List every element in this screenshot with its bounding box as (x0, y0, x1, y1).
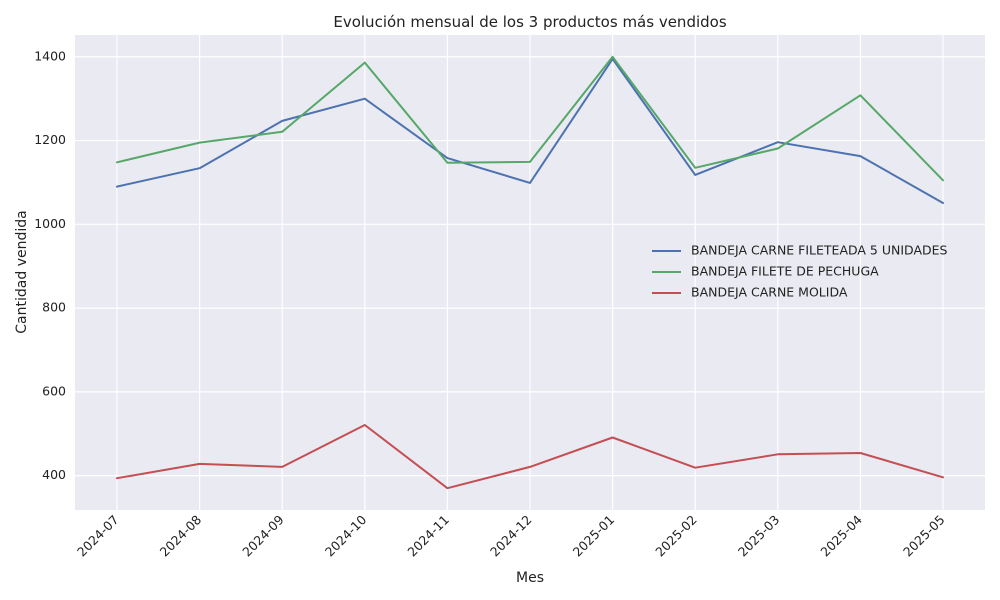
series-line-2 (116, 55, 944, 182)
series-line-3 (116, 424, 944, 490)
x-axis-label: Mes (516, 570, 544, 586)
x-tick-label: 2024-09 (239, 512, 287, 560)
x-tick-label: 2025-03 (735, 512, 783, 560)
x-tick-label: 2024-11 (404, 512, 452, 560)
y-tick-label: 1200 (34, 132, 66, 147)
legend: BANDEJA CARNE FILETEADA 5 UNIDADES BANDEJ… (652, 243, 948, 300)
x-tick-label: 2025-04 (817, 512, 865, 560)
series-line-1 (116, 57, 944, 204)
x-tick-label: 2024-08 (157, 512, 205, 560)
chart-title: Evolución mensual de los 3 productos más… (333, 13, 726, 31)
y-tick-label: 1400 (34, 48, 66, 63)
y-tick-label: 600 (42, 383, 66, 398)
legend-label: BANDEJA CARNE FILETEADA 5 UNIDADES (691, 243, 948, 258)
x-axis-ticks: 2024-07 2024-08 2024-09 2024-10 2024-11 2024-… (74, 512, 948, 560)
x-tick-label: 2024-07 (74, 512, 122, 560)
y-axis-ticks: 400 600 800 1000 1200 1400 (34, 48, 66, 482)
series-layer (116, 55, 944, 490)
x-tick-label: 2025-01 (570, 512, 618, 560)
x-tick-label: 2024-12 (487, 512, 535, 560)
legend-label: BANDEJA FILETE DE PECHUGA (691, 264, 879, 279)
y-tick-label: 400 (42, 467, 66, 482)
y-axis-label: Cantidad vendida (14, 210, 30, 333)
x-tick-label: 2024-10 (322, 512, 370, 560)
x-tick-label: 2025-02 (652, 512, 700, 560)
y-tick-label: 1000 (34, 216, 66, 231)
legend-label: BANDEJA CARNE MOLIDA (691, 285, 848, 300)
y-tick-label: 800 (42, 300, 66, 315)
plot-area (75, 35, 985, 510)
x-tick-label: 2025-05 (900, 512, 948, 560)
